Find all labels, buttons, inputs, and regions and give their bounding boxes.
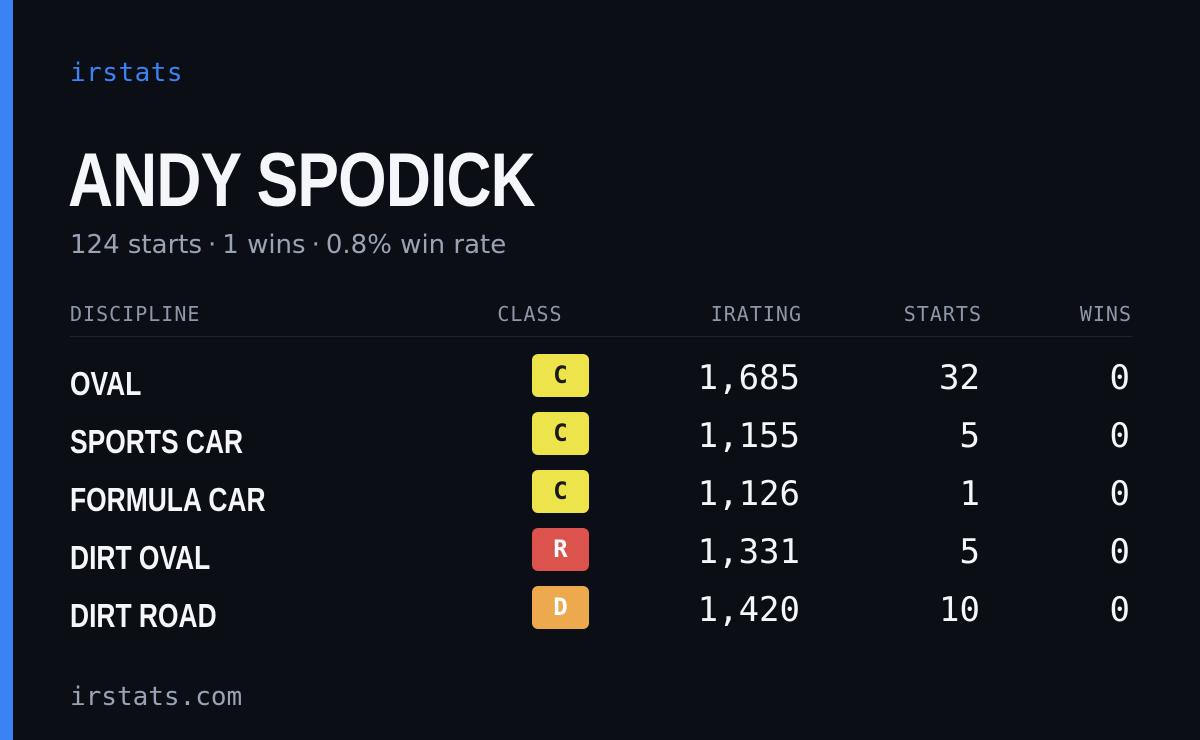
license-class-badge: D <box>532 586 589 629</box>
wins-value: 0 <box>1109 590 1130 630</box>
discipline-table: OVAL C 1,685 32 0 SPORTS CAR C 1,155 5 0… <box>70 348 1132 638</box>
header-starts: STARTS <box>903 302 982 326</box>
brand-logo-text: irstats <box>70 58 184 88</box>
table-row: FORMULA CAR C 1,126 1 0 <box>70 464 1132 522</box>
license-class-badge: R <box>532 528 589 571</box>
wins-value: 0 <box>1109 416 1130 456</box>
starts-value: 32 <box>939 358 980 398</box>
accent-bar <box>0 0 13 740</box>
irating-value: 1,685 <box>697 358 800 398</box>
wins-value: 0 <box>1109 358 1130 398</box>
irating-value: 1,331 <box>697 532 800 572</box>
footer-domain: irstats.com <box>70 682 243 712</box>
separator: · <box>208 230 217 260</box>
discipline-name: DIRT OVAL <box>70 539 211 576</box>
table-header: DISCIPLINE CLASS IRATING STARTS WINS <box>70 298 1132 337</box>
discipline-name: SPORTS CAR <box>70 423 244 460</box>
discipline-name: OVAL <box>70 365 142 402</box>
starts-summary: 124 starts <box>70 230 202 260</box>
driver-summary: 124 starts · 1 wins · 0.8% win rate <box>70 228 506 262</box>
starts-value: 1 <box>959 474 980 514</box>
discipline-name: FORMULA CAR <box>70 481 266 518</box>
starts-value: 10 <box>939 590 980 630</box>
starts-value: 5 <box>959 532 980 572</box>
wins-summary: 1 wins <box>222 230 306 260</box>
license-class-badge: C <box>532 412 589 455</box>
wins-value: 0 <box>1109 532 1130 572</box>
table-row: OVAL C 1,685 32 0 <box>70 348 1132 406</box>
separator: · <box>311 230 320 260</box>
table-row: DIRT ROAD D 1,420 10 0 <box>70 580 1132 638</box>
header-class: CLASS <box>497 302 563 326</box>
header-wins: WINS <box>1079 302 1132 326</box>
irating-value: 1,155 <box>697 416 800 456</box>
wins-value: 0 <box>1109 474 1130 514</box>
discipline-name: DIRT ROAD <box>70 597 217 634</box>
license-class-badge: C <box>532 354 589 397</box>
header-irating: IRATING <box>710 302 802 326</box>
win-rate-summary: 0.8% win rate <box>325 230 507 260</box>
driver-name: ANDY SPODICK <box>68 138 536 223</box>
irating-value: 1,126 <box>697 474 800 514</box>
table-row: DIRT OVAL R 1,331 5 0 <box>70 522 1132 580</box>
license-class-badge: C <box>532 470 589 513</box>
starts-value: 5 <box>959 416 980 456</box>
irating-value: 1,420 <box>697 590 800 630</box>
table-row: SPORTS CAR C 1,155 5 0 <box>70 406 1132 464</box>
header-discipline: DISCIPLINE <box>70 302 201 326</box>
